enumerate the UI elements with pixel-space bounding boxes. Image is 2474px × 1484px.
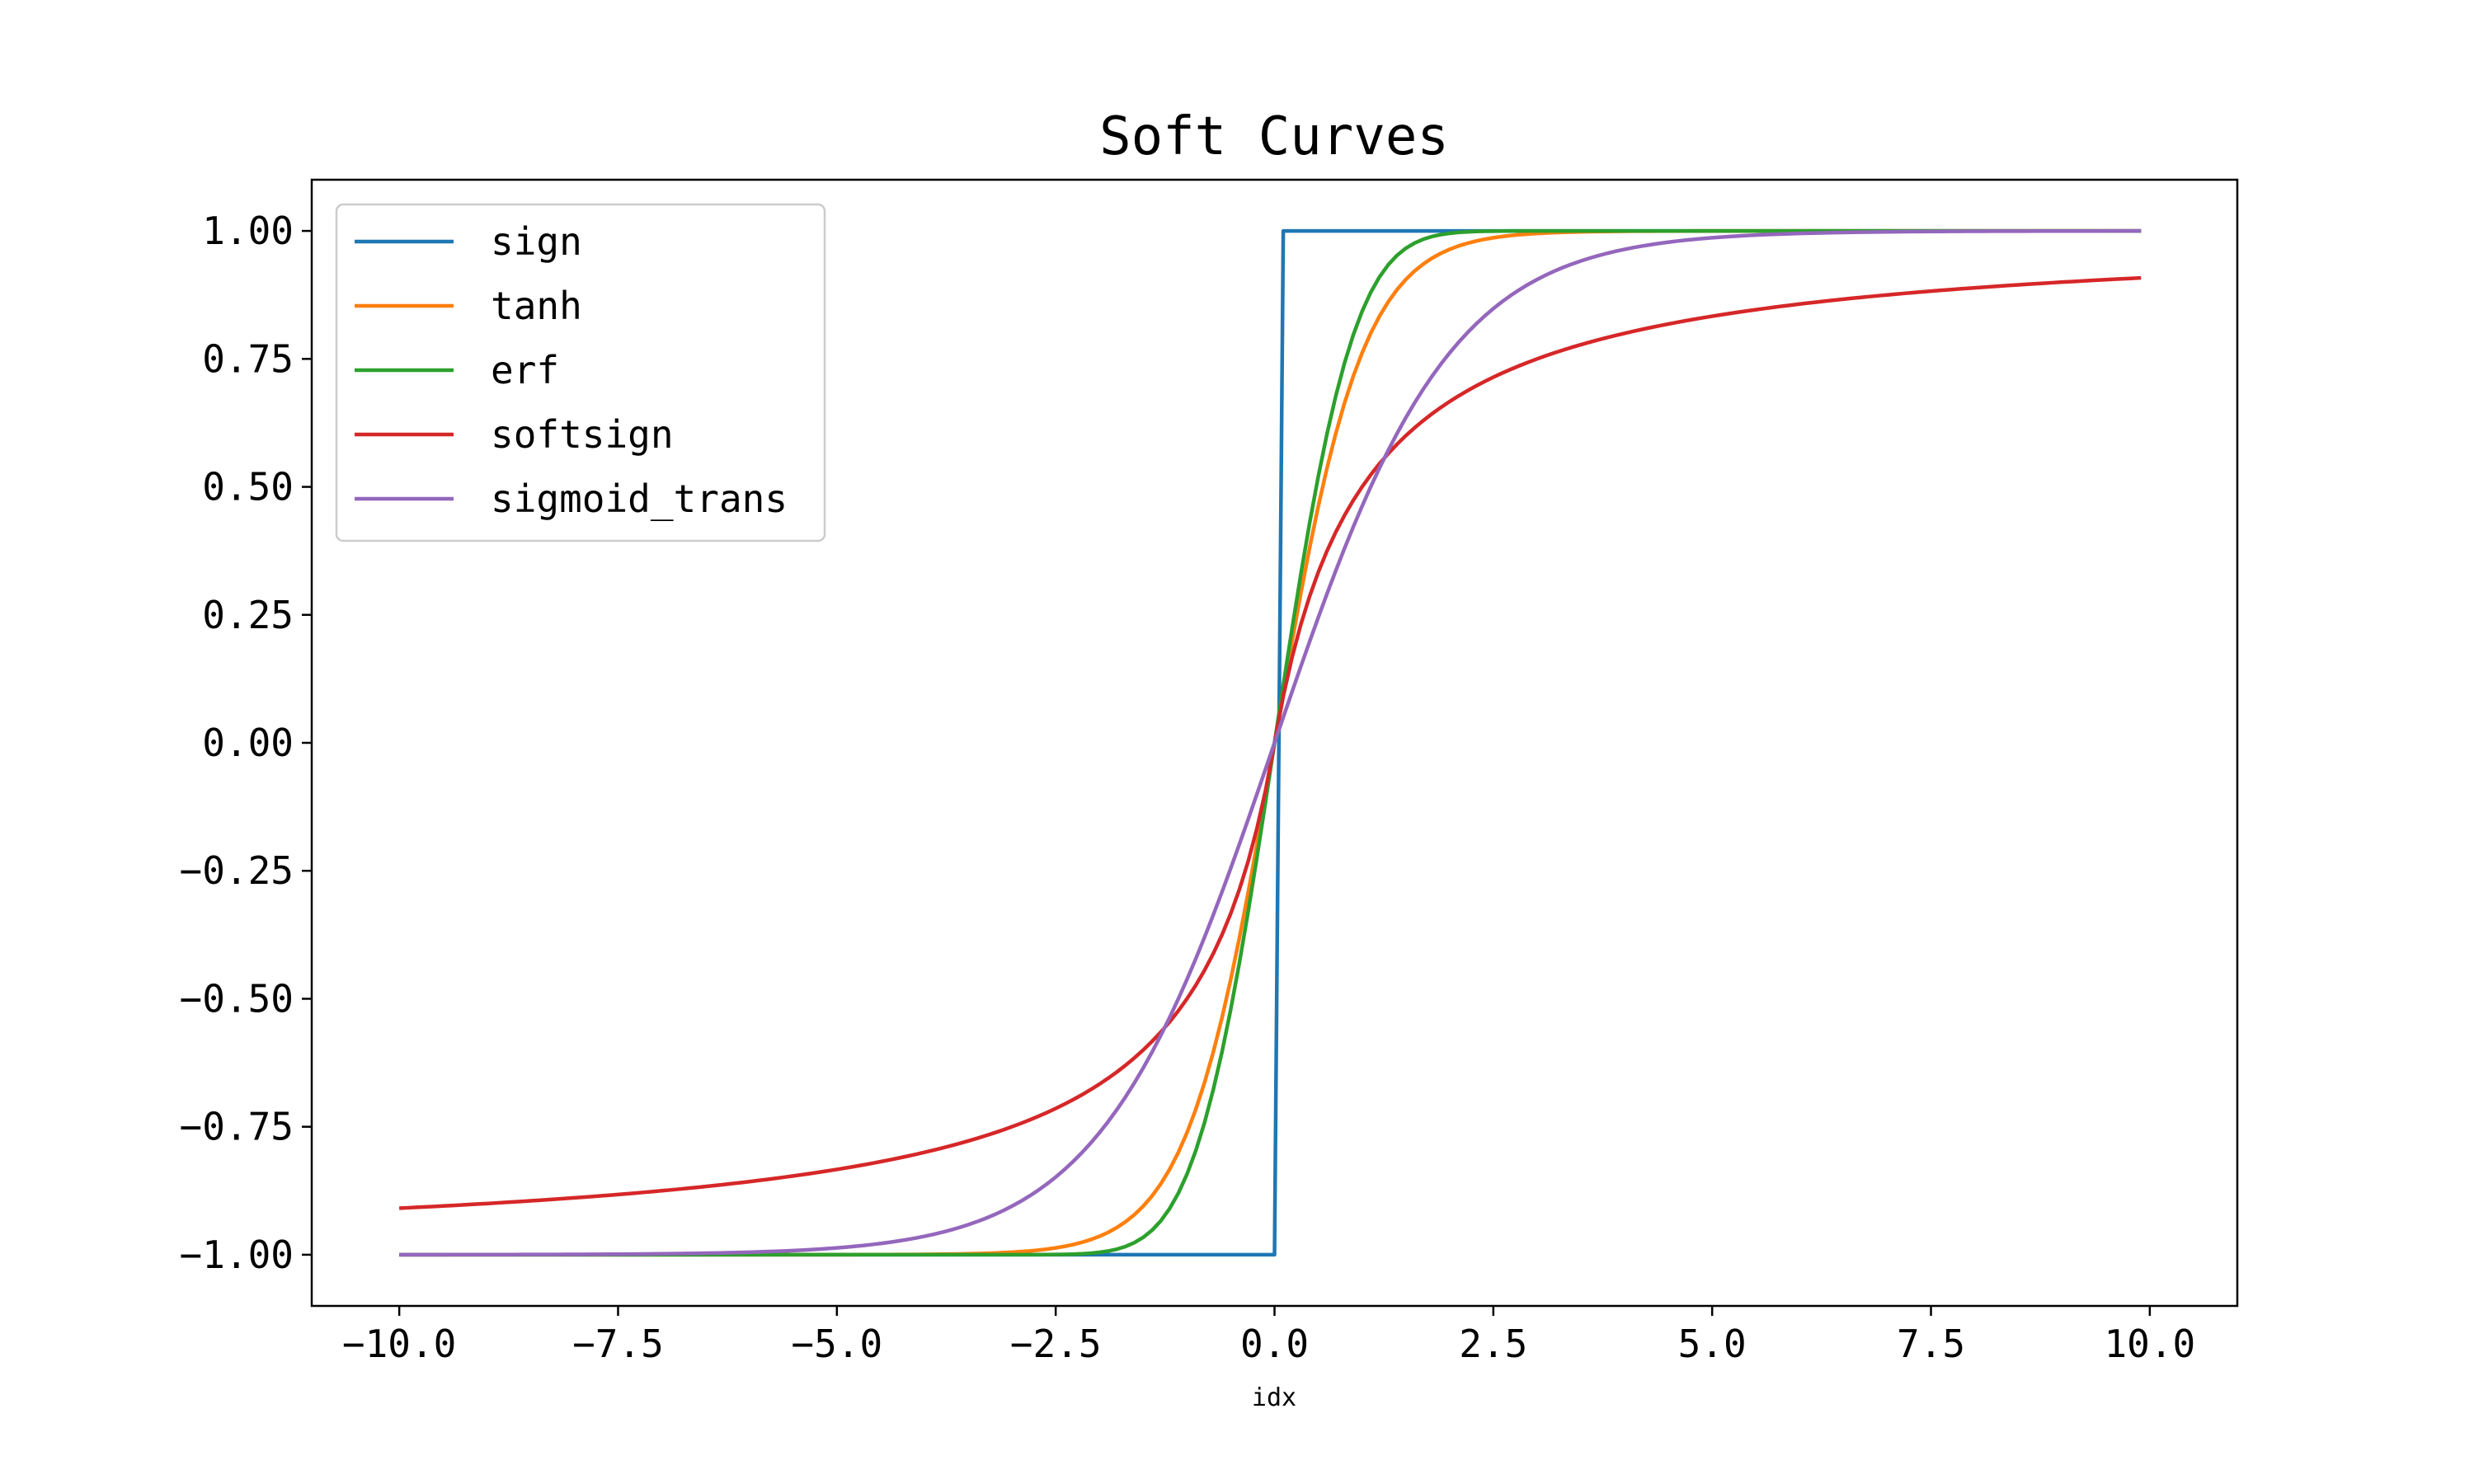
y-tick-label: 0.50 xyxy=(202,465,294,510)
y-tick-label: −0.25 xyxy=(180,848,294,893)
x-tick-label: 7.5 xyxy=(1897,1322,1965,1366)
series-line-softsign xyxy=(399,275,2142,1210)
y-tick-label: −1.00 xyxy=(180,1233,294,1277)
x-tick-label: −5.0 xyxy=(791,1322,882,1366)
legend-label: sigmoid_trans xyxy=(491,477,788,521)
plot-lines xyxy=(399,228,2142,1257)
x-tick-label: 2.5 xyxy=(1459,1322,1527,1366)
x-tick-label: −2.5 xyxy=(1010,1322,1102,1366)
x-tick-label: 10.0 xyxy=(2104,1322,2195,1366)
y-tick-label: −0.75 xyxy=(180,1105,294,1149)
x-axis-label: idx xyxy=(1252,1383,1296,1412)
legend-label: sign xyxy=(491,219,582,264)
series-line-sigmoid-trans xyxy=(399,228,2142,1257)
plot-frame xyxy=(310,178,2239,1308)
x-axis: −10.0 −7.5 −5.0 −2.5 0.0 2.5 5.0 7.5 10.0 xyxy=(342,1306,2195,1366)
x-tick-label: −10.0 xyxy=(342,1322,456,1366)
y-tick-label: 0.00 xyxy=(202,721,294,765)
legend-label: erf xyxy=(491,348,559,392)
chart-title: Soft Curves xyxy=(1099,106,1449,167)
y-tick-label: 1.00 xyxy=(202,209,294,253)
legend: sign tanh erf softsign sigmoid_trans xyxy=(335,203,826,542)
legend-box xyxy=(335,203,826,542)
legend-label: softsign xyxy=(491,412,674,457)
x-tick-label: 5.0 xyxy=(1678,1322,1747,1366)
y-tick-label: −0.50 xyxy=(180,976,294,1021)
y-tick-label: 0.75 xyxy=(202,336,294,381)
y-axis: 1.00 0.75 0.50 0.25 0.00 −0.25 −0.50 −0.75 −1.00 xyxy=(180,209,312,1277)
x-tick-label: −7.5 xyxy=(572,1322,664,1366)
legend-label: tanh xyxy=(491,284,582,328)
y-tick-label: 0.25 xyxy=(202,593,294,637)
x-tick-label: 0.0 xyxy=(1240,1322,1309,1366)
